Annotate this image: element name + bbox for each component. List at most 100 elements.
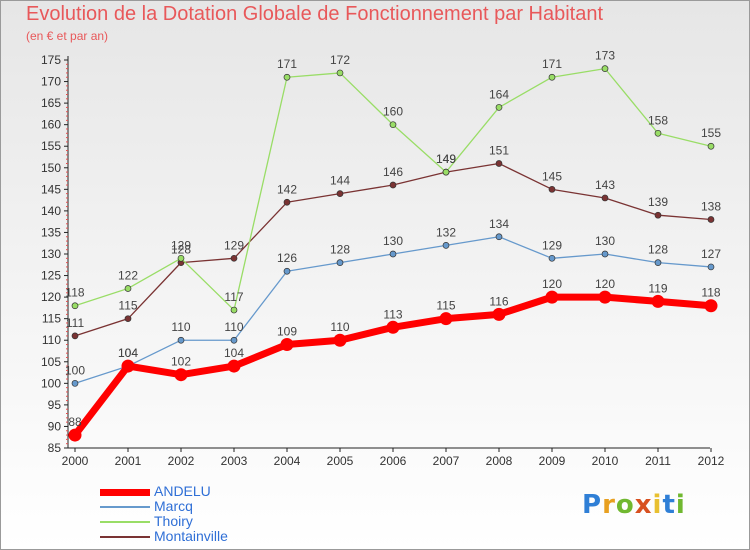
y-tick-label: 90 <box>48 419 62 433</box>
data-point <box>230 336 238 344</box>
data-point <box>654 259 662 266</box>
data-point <box>548 73 556 81</box>
data-point <box>389 121 397 129</box>
data-point <box>439 312 453 326</box>
data-label: 138 <box>701 200 721 214</box>
data-label: 113 <box>383 307 402 321</box>
data-label: 104 <box>118 346 138 360</box>
y-tick-label: 130 <box>41 247 61 261</box>
data-label: 132 <box>436 225 456 239</box>
x-tick-label: 2009 <box>539 454 566 468</box>
legend-swatch <box>100 521 150 523</box>
data-point <box>601 250 609 258</box>
data-label: 109 <box>277 325 297 339</box>
data-label: 102 <box>171 355 191 369</box>
data-label: 129 <box>542 238 562 252</box>
data-point <box>651 294 665 308</box>
data-label: 171 <box>277 57 297 71</box>
data-label: 149 <box>436 152 456 166</box>
data-label: 164 <box>489 87 509 101</box>
data-point <box>601 194 609 202</box>
data-label: 110 <box>330 320 349 334</box>
data-label: 128 <box>648 243 668 257</box>
data-label: 127 <box>701 247 721 261</box>
data-point <box>492 307 506 321</box>
data-point <box>707 263 715 271</box>
data-label: 126 <box>277 251 297 265</box>
data-point <box>177 254 185 262</box>
data-point <box>121 359 135 373</box>
data-point <box>71 379 79 387</box>
y-tick-label: 105 <box>41 355 61 369</box>
x-tick-label: 2012 <box>698 454 725 468</box>
data-point <box>283 198 291 206</box>
data-label: 120 <box>595 277 615 291</box>
data-point <box>601 65 609 72</box>
data-label: 144 <box>330 174 350 188</box>
data-label: 145 <box>542 169 562 183</box>
data-point <box>386 320 400 334</box>
data-label: 155 <box>701 126 721 140</box>
data-label: 171 <box>542 57 562 71</box>
data-point <box>68 428 82 442</box>
data-point <box>230 306 238 314</box>
data-point <box>333 333 347 347</box>
y-tick-label: 175 <box>41 53 61 67</box>
data-point <box>174 368 188 382</box>
x-tick-label: 2010 <box>592 454 619 468</box>
data-label: 104 <box>118 346 138 360</box>
data-label: 128 <box>171 243 191 257</box>
data-point <box>336 69 344 77</box>
legend-swatch <box>100 536 150 538</box>
x-tick-label: 2011 <box>645 454 671 468</box>
legend-label: Montainville <box>154 528 228 544</box>
data-label: 129 <box>171 238 191 252</box>
data-point <box>230 254 238 262</box>
axes: 85 90 95 100 105 110 115 120 125 130 135 140 145 150 1… <box>41 53 725 468</box>
legend-swatch <box>100 506 150 508</box>
brand-letter: i <box>652 490 663 520</box>
y-tick-label: 95 <box>48 398 62 412</box>
x-tick-label: 2006 <box>380 454 407 468</box>
brand-letter: t <box>662 490 676 520</box>
data-point <box>598 290 612 304</box>
y-tick-label: 125 <box>41 269 61 283</box>
data-point <box>71 302 79 310</box>
data-label: 111 <box>66 316 85 330</box>
data-point <box>177 336 185 344</box>
data-label: 146 <box>383 165 403 179</box>
data-label: 120 <box>542 277 562 291</box>
data-point <box>654 129 662 137</box>
data-label: 88 <box>68 415 82 429</box>
data-label: 110 <box>224 320 243 334</box>
x-tick-label: 2000 <box>62 454 89 468</box>
data-point <box>336 190 344 197</box>
y-tick-label: 135 <box>41 225 61 239</box>
data-label: 115 <box>118 299 137 313</box>
data-point <box>654 211 662 219</box>
chart-title: Evolution de la Dotation Globale de Fonc… <box>26 3 604 25</box>
data-label: 118 <box>701 286 720 300</box>
chart-subtitle: (en € et par an) <box>26 29 109 43</box>
data-point <box>707 216 715 223</box>
y-tick-label: 170 <box>41 75 61 89</box>
data-point <box>124 285 132 292</box>
data-point <box>283 73 291 81</box>
data-label: 130 <box>595 234 615 248</box>
data-point <box>124 315 132 323</box>
data-label: 149 <box>436 152 456 166</box>
legend-label: ANDELU <box>154 483 211 499</box>
data-label: 134 <box>489 217 509 231</box>
x-tick-label: 2001 <box>115 454 142 468</box>
data-label: 173 <box>595 49 615 63</box>
legend-label: Marcq <box>154 498 193 514</box>
data-point <box>71 332 79 340</box>
brand-letter: x <box>634 490 653 520</box>
data-label: 115 <box>436 299 455 313</box>
data-label: 122 <box>118 268 138 282</box>
brand-letter: i <box>675 490 686 520</box>
data-label: 160 <box>383 105 403 119</box>
x-tick-label: 2005 <box>327 454 354 468</box>
y-tick-label: 140 <box>41 204 61 218</box>
